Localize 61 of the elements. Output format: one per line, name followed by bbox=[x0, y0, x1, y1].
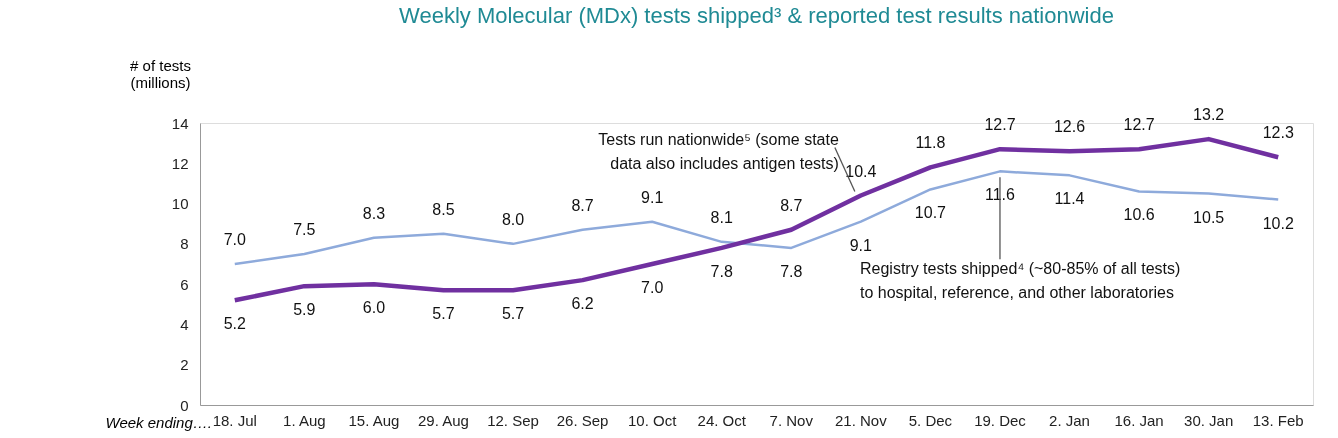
x-tick-label: 2. Jan bbox=[1049, 411, 1090, 429]
data-label: 11.8 bbox=[915, 134, 946, 152]
x-tick-label: 21. Nov bbox=[834, 411, 888, 429]
x-tick-label: 24. Oct bbox=[697, 411, 747, 429]
data-label: 10.5 bbox=[1193, 208, 1225, 226]
data-label: 10.6 bbox=[1123, 206, 1155, 224]
chart-title: Weekly Molecular (MDx) tests shipped³ & reported test results nationwide bbox=[399, 3, 1114, 28]
x-tick-label: 30. Jan bbox=[1184, 411, 1234, 429]
data-label: 5.9 bbox=[293, 301, 316, 319]
data-label: 5.2 bbox=[223, 315, 246, 333]
annotation: Tests run nationwide⁵ (some state data also includes antigen tests) bbox=[598, 130, 839, 172]
data-label: 8.0 bbox=[501, 210, 525, 228]
data-label: 7.8 bbox=[780, 262, 803, 280]
data-label: 7.0 bbox=[223, 231, 246, 248]
x-axis-title: Week ending…. bbox=[105, 413, 212, 431]
data-label: 9.1 bbox=[849, 236, 873, 254]
x-tick-label: 19. Dec bbox=[974, 411, 1027, 429]
data-label: 8.7 bbox=[571, 196, 594, 214]
x-tick-label: 10. Oct bbox=[627, 411, 678, 429]
y-tick-label: 6 bbox=[180, 275, 189, 293]
y-tick-label: 0 bbox=[180, 396, 189, 414]
data-label: 7.8 bbox=[710, 262, 733, 280]
y-tick-label: 10 bbox=[171, 195, 189, 213]
data-label: 10.2 bbox=[1262, 214, 1294, 232]
annotation: Registry tests shipped⁴ (~80-85% of all tests) to hospital, reference, and other laboratories bbox=[859, 260, 1181, 302]
data-label: 8.3 bbox=[362, 204, 386, 222]
data-label: 6.0 bbox=[362, 299, 386, 317]
data-label: 5.7 bbox=[501, 305, 525, 323]
data-label: 12.7 bbox=[1123, 116, 1155, 134]
data-label: 12.3 bbox=[1262, 124, 1294, 142]
x-tick-label: 5. Dec bbox=[908, 411, 953, 429]
data-label: 8.5 bbox=[432, 200, 455, 218]
x-tick-label: 7. Nov bbox=[769, 411, 814, 429]
x-tick-label: 15. Aug bbox=[348, 411, 400, 429]
data-label: 7.5 bbox=[293, 220, 316, 238]
data-label: 8.1 bbox=[710, 208, 733, 226]
y-tick-label: 12 bbox=[171, 154, 189, 172]
y-tick-label: 8 bbox=[180, 235, 189, 253]
x-tick-label: 1. Aug bbox=[283, 411, 326, 429]
data-label: 7.0 bbox=[641, 279, 664, 296]
data-label: 6.2 bbox=[571, 295, 594, 313]
data-label: 11.6 bbox=[984, 186, 1016, 204]
data-label: 11.4 bbox=[1054, 190, 1085, 208]
x-tick-label: 12. Sep bbox=[487, 411, 539, 429]
data-label: 9.1 bbox=[641, 188, 664, 206]
y-tick-label: 14 bbox=[171, 114, 189, 132]
data-label: 12.7 bbox=[984, 116, 1016, 134]
data-label: 5.7 bbox=[432, 305, 455, 323]
data-label: 8.7 bbox=[780, 196, 803, 214]
data-label: 12.6 bbox=[1053, 118, 1086, 136]
x-tick-label: 13. Feb bbox=[1252, 411, 1304, 429]
x-tick-label: 29. Aug bbox=[418, 411, 469, 429]
data-label: 13.2 bbox=[1193, 106, 1225, 124]
x-tick-label: 16. Jan bbox=[1114, 411, 1164, 429]
y-tick-label: 4 bbox=[180, 315, 189, 333]
y-tick-label: 2 bbox=[180, 356, 189, 374]
data-label: 10.4 bbox=[845, 162, 877, 180]
y-axis-title: # of tests (millions) bbox=[130, 56, 191, 91]
x-tick-label: 18. Jul bbox=[212, 411, 257, 429]
data-label: 10.7 bbox=[914, 204, 947, 222]
x-tick-label: 26. Sep bbox=[556, 411, 609, 429]
